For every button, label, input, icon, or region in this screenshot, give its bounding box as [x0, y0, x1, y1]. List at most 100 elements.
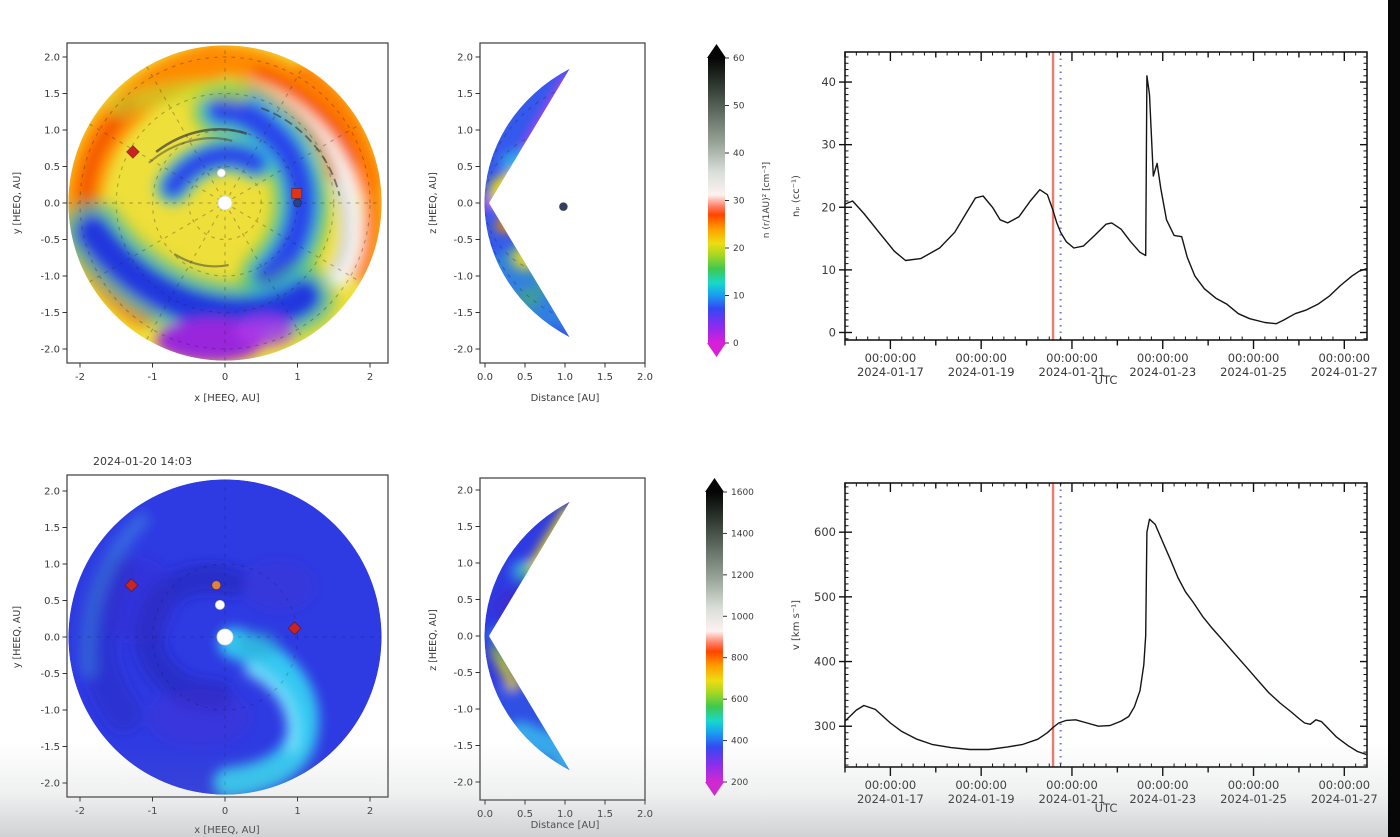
- tick-label: 1000: [731, 612, 754, 622]
- tick-label: 1600: [731, 488, 754, 498]
- x-axis-label: Distance [AU]: [531, 393, 600, 404]
- tick-label: 2.0: [457, 486, 473, 497]
- y-axis-label: y [HEEQ, AU]: [12, 606, 23, 668]
- y-axis-label: z [HEEQ, AU]: [428, 172, 439, 234]
- x-axis-label: UTC: [1095, 801, 1118, 815]
- density-meridional-plot: 0.0 0.5 1.0 1.5 2.0 2.0 1.5 1.0 0.5 0.0 -0.5 -1.0 -1…: [428, 42, 653, 404]
- tick-label: 400: [731, 737, 748, 747]
- fan-grid: [484, 91, 570, 315]
- polar-grid: [68, 479, 382, 795]
- x-tick-date-label: 2024-01-27: [1311, 792, 1378, 806]
- spacecraft-marker: [291, 188, 303, 199]
- tick-label: 0: [733, 339, 739, 349]
- tick-label: 2.0: [44, 53, 60, 64]
- density-polar-plot: -2 -1 0 1 2 2.0 1.5 1.0 0.5 0.0 -0.5 -1.0 -1.5 -2.0 x…: [12, 42, 389, 404]
- tick-label: 2.0: [457, 53, 473, 64]
- tick-label: 800: [731, 654, 748, 664]
- spacecraft-marker: [287, 621, 302, 636]
- plot-spine: [479, 477, 646, 801]
- spacecraft-marker: [124, 578, 139, 593]
- tick-label: -1.5: [453, 741, 473, 752]
- x-tick-time-label: 00:00:00: [955, 351, 1007, 365]
- tick-label: 0.5: [517, 809, 533, 820]
- x-tick-time-label: 00:00:00: [1228, 778, 1280, 792]
- x-tick-time-label: 00:00:00: [1318, 351, 1370, 365]
- tick-label: 1200: [731, 571, 754, 581]
- x-axis-label: x [HEEQ, AU]: [194, 393, 260, 404]
- tick-label: 1.0: [44, 126, 60, 137]
- tick-label: -0.5: [40, 235, 60, 246]
- frame-timestamp: 2024-01-20 14:03: [93, 455, 192, 468]
- x-tick-date-label: 2024-01-19: [948, 792, 1015, 806]
- x-axis-label: UTC: [1095, 373, 1118, 387]
- tick-label: 600: [731, 695, 748, 705]
- tick-label: -1.0: [453, 272, 473, 283]
- x-tick-time-label: 00:00:00: [1228, 351, 1280, 365]
- tick-label: 0.0: [477, 372, 493, 383]
- plot-spine: [66, 474, 389, 798]
- velocity-meridional-axes: 0.0 0.5 1.0 1.5 2.0 2.0 1.5 1.0 0.5 0.0 -0.5 -1.0 -1…: [453, 477, 653, 820]
- spacecraft-marker: [293, 198, 302, 208]
- tick-label: 0.5: [44, 596, 60, 607]
- tick-label: 0.0: [457, 632, 473, 643]
- density-polar-image: [68, 45, 382, 361]
- tick-label: 600: [814, 525, 836, 539]
- x-tick-date-label: 2024-01-23: [1129, 365, 1196, 379]
- tick-label: -2.0: [40, 779, 60, 790]
- tick-label: -1: [148, 806, 158, 817]
- tick-label: 0.5: [457, 595, 473, 606]
- plot-spine: [844, 482, 1368, 768]
- x-tick-date-label: 2024-01-27: [1311, 365, 1378, 379]
- tick-label: 10: [733, 292, 745, 302]
- tick-label: 1.0: [457, 559, 473, 570]
- spacecraft-marker: [215, 599, 225, 610]
- velocity-polar-markers: [124, 578, 302, 646]
- tick-label: -2.0: [40, 345, 60, 356]
- tick-label: -1.5: [40, 308, 60, 319]
- tick-label: 1400: [731, 529, 754, 539]
- spacecraft-marker: [211, 580, 222, 591]
- velocity-meridional-plot: 0.0 0.5 1.0 1.5 2.0 2.0 1.5 1.0 0.5 0.0 -0.5 -1.0 -1…: [428, 477, 653, 831]
- x-tick-time-label: 00:00:00: [955, 778, 1007, 792]
- tick-label: 1.0: [44, 560, 60, 571]
- spacecraft-marker: [216, 168, 226, 178]
- tick-label: -1.5: [40, 742, 60, 753]
- x-tick-time-label: 00:00:00: [1318, 778, 1370, 792]
- tick-label: 2.0: [44, 487, 60, 498]
- tick-label: 0: [222, 372, 228, 383]
- tick-label: 1.0: [557, 809, 573, 820]
- tick-label: 20: [733, 244, 745, 254]
- data-series-line: [844, 518, 1368, 756]
- colorbar-gradient: [706, 492, 723, 782]
- tick-label: 0: [829, 325, 836, 339]
- tick-label: -2: [75, 372, 85, 383]
- tick-label: -2.0: [453, 345, 473, 356]
- density-meridional-markers: [559, 202, 568, 212]
- x-tick-time-label: 00:00:00: [1137, 778, 1189, 792]
- y-axis-label: z [HEEQ, AU]: [428, 609, 439, 671]
- tick-label: 1.5: [457, 89, 473, 100]
- x-tick-time-label: 00:00:00: [865, 778, 917, 792]
- tick-label: 40: [733, 149, 745, 159]
- x-tick-date-label: 2024-01-21: [1039, 792, 1106, 806]
- plot-spine: [844, 51, 1368, 341]
- tick-label: 1.5: [597, 372, 613, 383]
- tick-label: -2: [75, 806, 85, 817]
- spacecraft-marker: [216, 628, 234, 646]
- spacecraft-marker: [125, 144, 140, 159]
- tick-label: 0: [222, 806, 228, 817]
- density-colorbar: 0 10 20 30 40 50 60: [707, 44, 745, 357]
- x-axis-label: Distance [AU]: [531, 820, 600, 831]
- tick-label: 0.0: [457, 199, 473, 210]
- tick-label: -2.0: [453, 778, 473, 789]
- x-tick-time-label: 00:00:00: [1137, 351, 1189, 365]
- tick-label: 0.5: [44, 162, 60, 173]
- tick-label: 1.5: [44, 89, 60, 100]
- data-series-line: [844, 75, 1368, 325]
- tick-label: 2.0: [637, 372, 653, 383]
- tick-label: 60: [733, 54, 745, 64]
- tick-label: 1.5: [457, 522, 473, 533]
- tick-label: 0.0: [44, 633, 60, 644]
- tick-label: 0.0: [477, 809, 493, 820]
